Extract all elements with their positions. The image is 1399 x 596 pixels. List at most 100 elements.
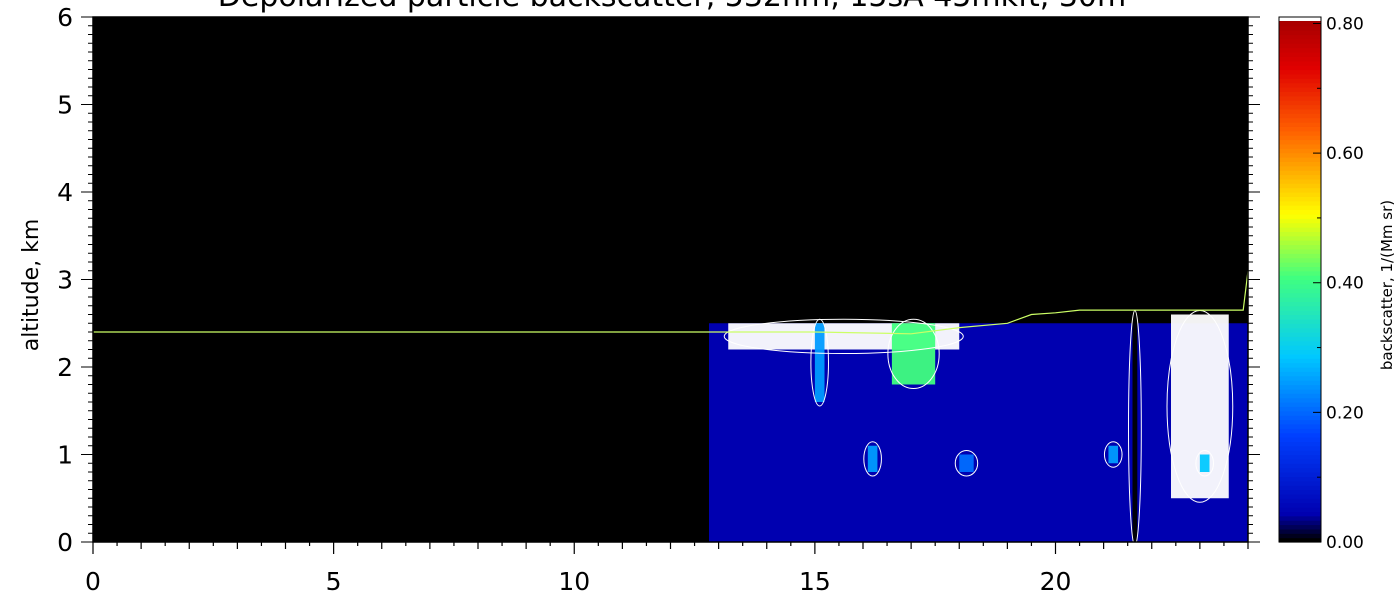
colorbar-swatch: [1279, 183, 1321, 189]
colorbar-swatch: [1279, 375, 1321, 381]
colorbar-swatch: [1279, 524, 1321, 530]
colorbar-swatch: [1279, 117, 1321, 123]
colorbar-swatch: [1279, 122, 1321, 127]
feature-patch-8: [1108, 445, 1119, 464]
colorbar-swatch: [1279, 476, 1321, 482]
colorbar-swatch: [1279, 95, 1321, 101]
colorbar-swatch: [1279, 25, 1321, 31]
colorbar-swatch: [1279, 65, 1321, 71]
colorbar-swatch: [1279, 410, 1321, 416]
colorbar-swatch: [1279, 135, 1321, 141]
colorbar-swatch: [1279, 292, 1321, 298]
colorbar-swatch: [1279, 353, 1321, 359]
feature-plume-2: [814, 323, 825, 402]
colorbar-swatch: [1279, 130, 1321, 136]
colorbar-swatch: [1279, 43, 1321, 49]
colorbar-swatch: [1279, 402, 1321, 407]
colorbar-swatch: [1279, 262, 1321, 267]
colorbar-swatch: [1279, 507, 1321, 512]
contour-2: [887, 318, 940, 389]
colorbar-swatch: [1279, 288, 1321, 294]
colorbar: 0.00 0.20 0.40 0.60 0.80: [1278, 14, 1364, 553]
y-tick-label: 6: [57, 3, 73, 32]
colorbar-swatch: [1279, 34, 1321, 40]
colorbar-swatch: [1279, 511, 1321, 517]
feature-patch-9: [1199, 454, 1210, 472]
colorbar-swatch: [1279, 73, 1321, 79]
colorbar-swatch: [1279, 157, 1321, 162]
colorbar-swatch: [1279, 161, 1321, 167]
colorbar-frame: [1278, 16, 1322, 543]
colorbar-tick-label: 0.00: [1326, 533, 1364, 553]
colorbar-swatch: [1279, 60, 1321, 66]
colorbar-swatch: [1279, 458, 1321, 464]
colorbar-swatch: [1279, 78, 1321, 84]
colorbar-swatch: [1279, 266, 1321, 272]
colorbar-swatch: [1279, 454, 1321, 460]
colorbar-swatch: [1279, 240, 1321, 246]
colorbar-swatch: [1279, 235, 1321, 241]
colorbar-swatch: [1279, 257, 1321, 263]
feature-patch-7: [959, 454, 974, 472]
colorbar-swatch: [1279, 445, 1321, 451]
colorbar-swatch: [1279, 358, 1321, 364]
colorbar-swatch: [1279, 423, 1321, 429]
colorbar-swatch: [1279, 82, 1321, 88]
colorbar-swatch: [1279, 301, 1321, 307]
colorbar-swatch: [1279, 515, 1321, 521]
colorbar-swatch: [1279, 170, 1321, 176]
colorbar-swatch: [1279, 38, 1321, 44]
contour-7: [1103, 441, 1123, 468]
colorbar-swatch: [1279, 148, 1321, 154]
colorbar-swatch: [1279, 91, 1321, 97]
colorbar-swatch: [1279, 200, 1321, 206]
colorbar-swatch: [1279, 87, 1321, 92]
colorbar-swatch: [1279, 450, 1321, 456]
colorbar-swatch: [1279, 533, 1321, 539]
contour-8: [1195, 450, 1214, 477]
contour-0: [723, 318, 964, 354]
colorbar-swatch: [1279, 384, 1321, 390]
boundary-layer-top-line: [93, 270, 1249, 335]
plot-axes: 0 5 10 15 20 0 1 2 3 4 5 6: [57, 3, 1260, 596]
colorbar-swatch: [1279, 345, 1321, 351]
colorbar-swatch: [1279, 100, 1321, 106]
colorbar-swatch: [1279, 349, 1321, 355]
colorbar-swatch: [1279, 126, 1321, 132]
colorbar-swatch: [1279, 415, 1321, 421]
colorbar-swatch: [1279, 108, 1321, 114]
colorbar-swatch: [1279, 327, 1321, 333]
x-tick-label: 5: [326, 567, 342, 596]
colorbar-swatch: [1279, 362, 1321, 368]
colorbar-swatch: [1279, 248, 1321, 254]
colorbar-swatch: [1279, 318, 1321, 324]
colorbar-tick-label: 0.60: [1326, 144, 1364, 164]
colorbar-swatch: [1279, 332, 1321, 337]
colorbar-swatch: [1279, 336, 1321, 342]
colorbar-swatch: [1279, 30, 1321, 36]
colorbar-swatch: [1279, 275, 1321, 281]
chart-title: Depolarized particle backscatter, 532nm,…: [218, 0, 1126, 14]
x-tick-label: 15: [799, 567, 831, 596]
colorbar-swatch: [1279, 297, 1321, 302]
contour-1: [810, 318, 829, 407]
feature-aerosol_layer-0: [709, 323, 1248, 542]
colorbar-swatch: [1279, 227, 1321, 232]
colorbar-label: backscatter, 1/(Mm sr): [1378, 200, 1396, 370]
colorbar-swatch: [1279, 174, 1321, 180]
colorbar-swatch: [1279, 371, 1321, 377]
y-axis-label: altitude, km: [19, 219, 44, 352]
colorbar-swatch: [1279, 480, 1321, 486]
colorbar-swatch: [1279, 113, 1321, 119]
plot-features: [709, 314, 1248, 542]
colorbar-swatch: [1279, 388, 1321, 394]
colorbar-swatch: [1279, 472, 1321, 477]
colorbar-tick-label: 0.80: [1326, 14, 1364, 34]
x-tick-label: 10: [558, 567, 590, 596]
x-tick-label: 20: [1040, 567, 1072, 596]
colorbar-swatch: [1279, 340, 1321, 346]
colorbar-swatch: [1279, 323, 1321, 329]
colorbar-swatch: [1279, 310, 1321, 316]
colorbar-swatch: [1279, 283, 1321, 289]
